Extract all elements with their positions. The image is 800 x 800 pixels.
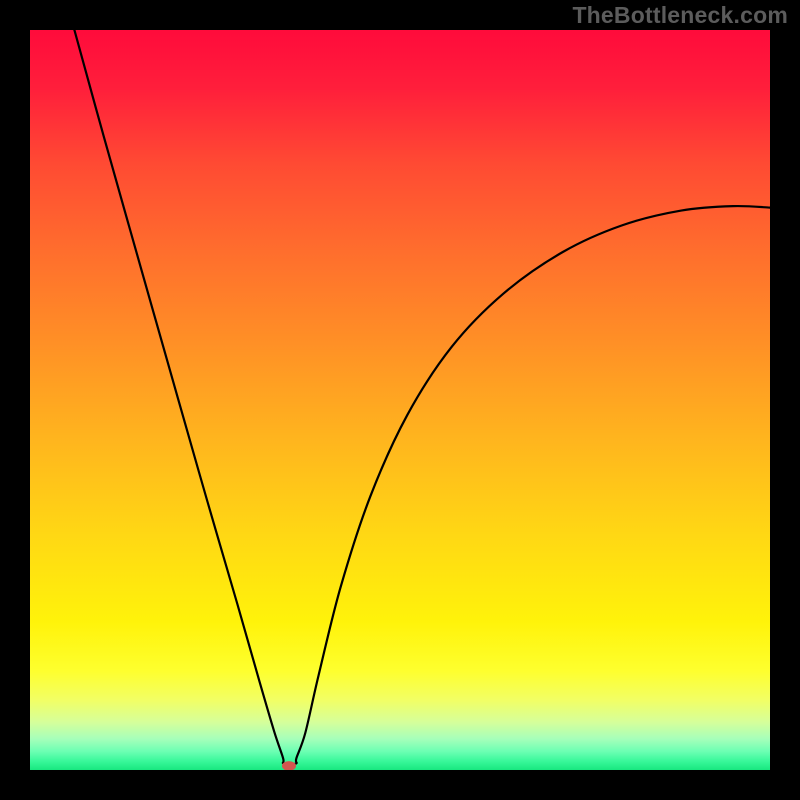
bottleneck-chart — [0, 0, 800, 800]
chart-stage: TheBottleneck.com — [0, 0, 800, 800]
watermark-text: TheBottleneck.com — [572, 2, 788, 29]
vertex-marker — [282, 761, 296, 771]
